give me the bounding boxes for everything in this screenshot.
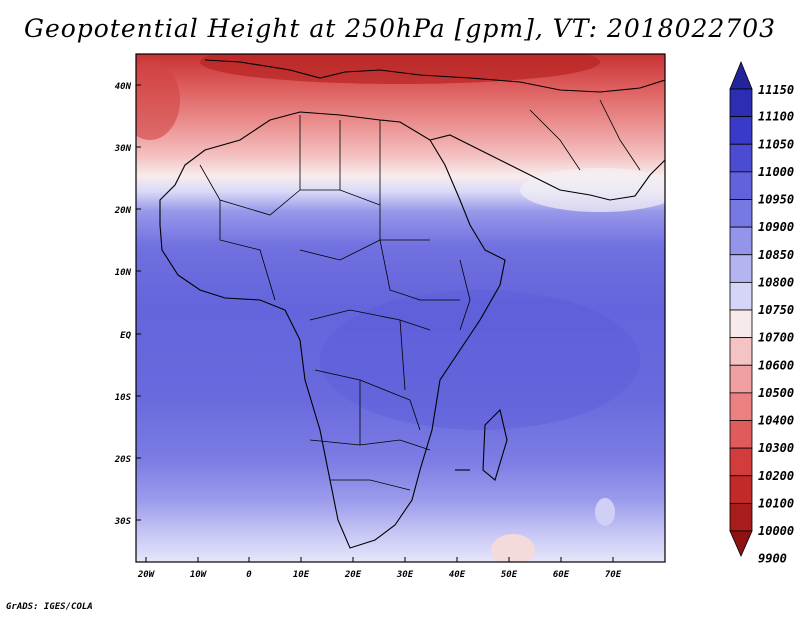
lon-label: 60E bbox=[553, 570, 570, 580]
coastlines bbox=[159, 59, 665, 549]
colorbar-label: 10900 bbox=[758, 220, 794, 234]
lon-label: 0 bbox=[246, 570, 252, 580]
colorbar-label: 10400 bbox=[758, 414, 794, 428]
lon-label: 70E bbox=[605, 570, 622, 580]
colorbar-cell bbox=[729, 337, 753, 366]
colorbar-cell bbox=[729, 309, 753, 339]
colorbar-label: 11150 bbox=[758, 83, 794, 97]
colorbar-cell bbox=[729, 392, 753, 421]
lat-label: EQ bbox=[120, 331, 131, 341]
colorbar-cell bbox=[729, 226, 753, 256]
colorbar-cell bbox=[729, 502, 753, 532]
lat-label: 30N bbox=[114, 144, 132, 154]
lat-label: 30S bbox=[114, 517, 132, 527]
colorbar-label: 10000 bbox=[758, 524, 794, 538]
lat-label: 10S bbox=[115, 393, 132, 403]
colorbar-label: 10700 bbox=[758, 331, 794, 345]
lat-label: 20N bbox=[114, 206, 132, 216]
colorbar-cell bbox=[729, 116, 753, 145]
lat-label: 40N bbox=[115, 82, 132, 92]
colorbar: 11150 11100 11050 11000 10950 10900 10850 1080… bbox=[729, 60, 794, 566]
colorbar-cell bbox=[729, 88, 753, 118]
colorbar-cell bbox=[729, 254, 753, 283]
colorbar-bottom-arrow bbox=[729, 530, 753, 557]
credit-text: GrADS: IGES/COLA bbox=[6, 602, 93, 612]
colorbar-label: 10800 bbox=[758, 275, 794, 289]
colorbar-cell bbox=[729, 171, 753, 200]
colorbar-label: 10200 bbox=[758, 469, 794, 483]
colorbar-cell bbox=[729, 475, 753, 504]
lat-axis: 40N 30N 20N 10N EQ 10S 20S 30S bbox=[114, 82, 141, 527]
colorbar-label: 9900 bbox=[758, 552, 787, 566]
colorbar-label: 10300 bbox=[758, 441, 794, 455]
lon-label: 20E bbox=[344, 570, 362, 580]
lon-axis: 20W 10W 0 10E 20E 30E 40E 50E 60E 70E bbox=[137, 557, 622, 580]
lat-label: 20S bbox=[114, 455, 132, 465]
colorbar-label: 11050 bbox=[758, 137, 794, 151]
country-borders bbox=[199, 99, 641, 491]
colorbar-label: 10950 bbox=[758, 193, 794, 207]
lon-label: 10W bbox=[190, 570, 208, 580]
colorbar-top-arrow bbox=[729, 60, 753, 90]
map-title: Geopotential Height at 250hPa [gpm], VT:… bbox=[23, 14, 777, 43]
lon-label: 20W bbox=[137, 570, 156, 580]
colorbar-label: 10100 bbox=[758, 496, 794, 510]
colorbar-cell bbox=[729, 281, 753, 311]
colorbar-label: 10850 bbox=[758, 248, 794, 262]
colorbar-label: 11100 bbox=[758, 110, 794, 124]
colorbar-label: 10600 bbox=[758, 358, 794, 372]
lon-label: 10E bbox=[293, 570, 310, 580]
colorbar-cell bbox=[729, 364, 753, 394]
lon-label: 50E bbox=[501, 570, 518, 580]
map-frame bbox=[135, 53, 666, 563]
colorbar-cell bbox=[729, 199, 753, 228]
colorbar-label: 10750 bbox=[758, 303, 794, 317]
lon-label: 30E bbox=[396, 570, 414, 580]
colorbar-cell bbox=[729, 420, 753, 449]
colorbar-label: 10500 bbox=[758, 386, 794, 400]
lat-label: 10N bbox=[115, 268, 132, 278]
colorbar-cell bbox=[729, 143, 753, 173]
colorbar-label: 11000 bbox=[758, 165, 794, 179]
colorbar-cell bbox=[729, 447, 753, 477]
lon-label: 40E bbox=[449, 570, 466, 580]
height-field bbox=[136, 54, 665, 562]
